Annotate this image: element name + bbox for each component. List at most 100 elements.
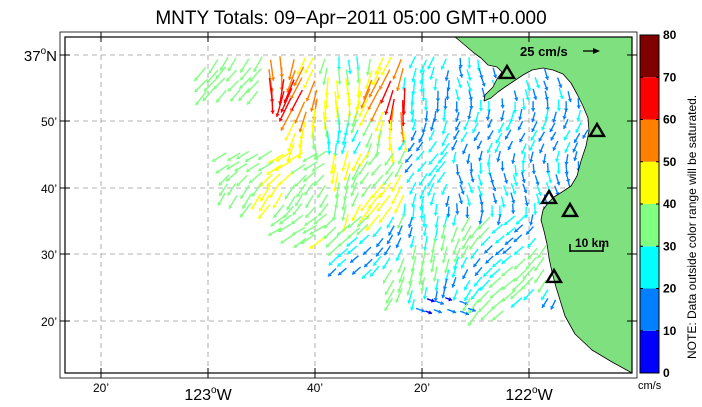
colorbar-band	[640, 35, 659, 78]
colorbar-tick-label: 80	[663, 28, 677, 42]
current-vector-head	[434, 224, 439, 229]
current-vector-head	[297, 155, 302, 160]
current-vector-head	[371, 171, 376, 176]
current-vector-head	[204, 87, 208, 92]
current-vector-head	[346, 242, 351, 247]
current-vector-head	[208, 69, 213, 74]
current-vector-head	[441, 294, 446, 299]
current-vector	[293, 66, 305, 87]
colorbar-tick-label: 20	[663, 282, 677, 296]
current-vector-head	[337, 262, 342, 267]
current-vector-head	[280, 126, 285, 131]
current-vector-head	[332, 187, 338, 192]
current-vector-head	[472, 129, 477, 133]
current-vector	[296, 57, 307, 76]
current-vector-head	[343, 176, 348, 181]
current-vector-head	[313, 220, 318, 225]
current-vector-head	[474, 119, 479, 124]
current-vector-head	[505, 126, 510, 131]
current-vector-head	[564, 161, 569, 166]
current-vector-head	[258, 167, 263, 172]
current-vector-head	[440, 65, 445, 70]
current-vector-head	[311, 167, 316, 172]
current-vector-head	[435, 109, 440, 113]
current-vector-head	[421, 308, 425, 313]
current-vector	[278, 79, 285, 106]
current-vector-head	[434, 287, 439, 291]
current-vector-head	[379, 219, 383, 223]
current-vector-head	[318, 70, 323, 75]
current-vector	[310, 89, 318, 112]
radar-station-marker	[497, 63, 517, 80]
current-vector-head	[444, 77, 449, 81]
current-vector-head	[227, 191, 232, 196]
current-vector-head	[374, 71, 379, 75]
lat-label-30: 30’	[41, 248, 57, 262]
distance-scale-label: 10 km	[575, 236, 609, 250]
current-vector-head	[364, 85, 370, 89]
current-vector-head	[514, 228, 519, 233]
current-vector-head	[351, 203, 356, 207]
current-vector-head	[452, 265, 458, 270]
current-vector-head	[478, 234, 483, 239]
current-vector-head	[341, 206, 346, 211]
current-vector-head	[453, 258, 458, 263]
current-vector-head	[291, 220, 296, 225]
current-vector-head	[391, 200, 396, 205]
current-vector-head	[515, 220, 520, 225]
current-vector-head	[462, 150, 467, 155]
current-vector-head	[558, 84, 563, 88]
colorbar-band	[640, 246, 659, 289]
current-vector-head	[473, 263, 478, 268]
radar-stations	[497, 63, 607, 284]
current-vector-head	[323, 224, 328, 229]
current-vector-head	[492, 229, 496, 234]
current-vector-head	[462, 307, 467, 312]
current-vector-head	[427, 182, 432, 187]
current-vector-head	[294, 182, 299, 187]
current-vector-head	[483, 272, 488, 277]
current-vector-head	[465, 311, 469, 316]
current-vector-head	[295, 202, 299, 207]
current-vector-head	[230, 97, 235, 102]
current-vector	[290, 77, 303, 100]
current-vector-head	[360, 104, 365, 109]
current-vector-head	[239, 85, 244, 89]
current-vector-head	[495, 239, 500, 244]
current-vector	[287, 133, 296, 152]
current-vector-head	[347, 250, 352, 255]
current-vector-head	[373, 233, 377, 238]
current-vector-head	[521, 106, 527, 110]
current-vector-head	[428, 172, 433, 177]
current-vector-head	[202, 97, 207, 102]
current-vector-head	[323, 235, 328, 239]
current-vector-head	[418, 281, 423, 285]
current-vector-head	[347, 70, 353, 74]
current-vector-head	[294, 119, 299, 124]
current-vector-head	[492, 263, 497, 268]
current-vector-head	[338, 271, 343, 276]
current-vector-head	[405, 158, 410, 163]
colorbar-tick-label: 50	[663, 155, 677, 169]
current-vector-head	[563, 136, 568, 141]
current-vector-head	[562, 125, 567, 129]
current-vector-head	[432, 277, 437, 282]
current-vector-head	[533, 96, 538, 100]
current-vector-head	[455, 211, 460, 215]
current-vector-head	[227, 87, 232, 92]
current-vector-head	[397, 288, 402, 293]
current-vector-head	[362, 132, 367, 137]
current-vector	[365, 70, 373, 90]
current-vector-head	[370, 272, 374, 277]
current-vector-head	[234, 167, 239, 172]
current-vector-head	[544, 86, 549, 91]
current-vector-head	[350, 129, 355, 134]
current-vector-head	[576, 117, 581, 122]
current-vector	[286, 70, 296, 93]
current-vector	[365, 214, 380, 231]
current-vector-head	[418, 138, 423, 143]
current-vector-head	[468, 321, 472, 326]
current-vector-head	[384, 161, 389, 166]
current-vector-head	[495, 139, 500, 144]
current-vector-head	[523, 189, 528, 194]
